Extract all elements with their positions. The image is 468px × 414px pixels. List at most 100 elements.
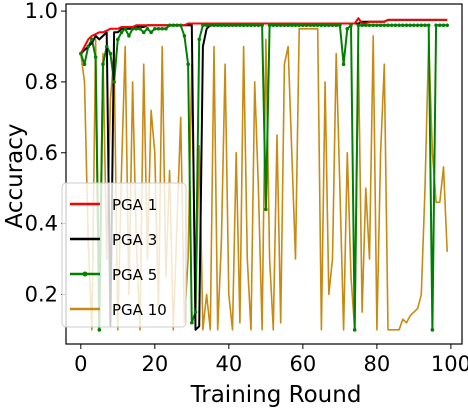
- series-point-pga-5: [423, 23, 427, 28]
- series-point-pga-5: [293, 23, 298, 28]
- series-point-pga-5: [319, 23, 324, 28]
- series-point-pga-5: [278, 23, 283, 28]
- series-point-pga-5: [275, 23, 279, 28]
- series-point-pga-5: [330, 23, 335, 28]
- plot-frame: [65, 3, 463, 345]
- series-point-pga-5: [167, 23, 172, 28]
- series-point-pga-5: [127, 34, 131, 38]
- legend-marker: [82, 271, 88, 277]
- series-point-pga-5: [386, 23, 390, 28]
- series-point-pga-5: [419, 23, 424, 28]
- series-point-pga-5: [397, 23, 401, 28]
- y-tick-label: 1.0: [25, 0, 58, 23]
- legend-label: PGA 5: [112, 266, 157, 284]
- x-axis-ticks: 0 20 40 60 80 100: [74, 344, 468, 376]
- series-point-pga-5: [149, 30, 153, 35]
- series-point-pga-5: [267, 23, 272, 28]
- series-point-pga-5: [104, 44, 109, 49]
- series-point-pga-5: [241, 23, 246, 28]
- series-point-pga-5: [308, 23, 313, 28]
- series-point-pga-5: [86, 44, 91, 49]
- x-tick-label: 80: [364, 352, 391, 376]
- series-point-pga-5: [171, 23, 176, 28]
- series-point-pga-5: [260, 23, 264, 28]
- y-tick-label: 0.6: [25, 141, 58, 165]
- series-point-pga-5: [193, 310, 198, 314]
- y-tick-label: 0.2: [25, 282, 58, 306]
- series-point-pga-5: [349, 23, 353, 28]
- series-point-pga-5: [441, 23, 446, 28]
- series-point-pga-5: [371, 23, 375, 28]
- series-point-pga-5: [400, 23, 405, 28]
- series-point-pga-5: [230, 23, 235, 28]
- series-point-pga-5: [145, 26, 150, 31]
- series-point-pga-5: [393, 23, 398, 28]
- series-point-pga-5: [186, 62, 190, 67]
- series-point-pga-5: [312, 23, 316, 28]
- series-point-pga-5: [363, 23, 368, 28]
- series-point-pga-5: [227, 23, 231, 28]
- series-line-pga-5: [79, 24, 448, 331]
- series-point-pga-5: [252, 23, 257, 28]
- series-point-pga-5: [108, 51, 113, 56]
- series-point-pga-5: [175, 23, 179, 28]
- y-tick-label: 0.4: [25, 212, 58, 236]
- series-markers: [79, 23, 449, 332]
- series-point-pga-5: [90, 37, 94, 42]
- series-point-pga-5: [82, 62, 87, 67]
- series-point-pga-5: [219, 23, 224, 28]
- x-axis-label: Training Round: [190, 382, 362, 408]
- series-point-pga-5: [201, 23, 205, 28]
- x-tick-label: 40: [215, 352, 242, 376]
- series-point-pga-5: [245, 23, 250, 28]
- series-point-pga-5: [341, 62, 346, 67]
- series-point-pga-5: [315, 23, 320, 28]
- series-point-pga-5: [345, 26, 350, 31]
- series-point-pga-5: [289, 23, 294, 28]
- series-point-pga-5: [156, 26, 161, 31]
- x-tick-label: 60: [289, 352, 316, 376]
- y-axis-ticks: 0.2 0.4 0.6 0.8 1.0: [25, 0, 66, 306]
- series-point-pga-5: [338, 23, 342, 28]
- y-tick-label: 0.8: [25, 70, 58, 94]
- series-point-pga-5: [326, 23, 331, 28]
- series-point-pga-5: [112, 80, 116, 84]
- series-point-pga-5: [212, 23, 216, 28]
- series-point-pga-5: [238, 23, 242, 28]
- series-point-pga-5: [378, 23, 383, 28]
- legend-label: PGA 1: [112, 196, 157, 214]
- series-point-pga-5: [352, 328, 357, 332]
- series-point-pga-5: [130, 26, 135, 31]
- series-point-pga-5: [375, 23, 379, 28]
- series-point-pga-5: [297, 23, 301, 28]
- series-point-pga-5: [79, 51, 83, 56]
- series-point-pga-5: [382, 23, 387, 28]
- series-point-pga-5: [116, 37, 120, 42]
- series-point-pga-5: [178, 23, 183, 28]
- series-line-pga-1: [79, 17, 448, 55]
- series-point-pga-5: [426, 23, 431, 28]
- series-point-pga-5: [282, 23, 287, 28]
- series-point-pga-5: [360, 23, 364, 28]
- series-point-pga-5: [334, 23, 338, 28]
- series-point-pga-5: [141, 30, 146, 35]
- legend-label: PGA 10: [112, 301, 167, 319]
- series-point-pga-5: [256, 23, 261, 28]
- series-point-pga-5: [138, 26, 142, 31]
- series-point-pga-5: [408, 23, 412, 28]
- series-point-pga-5: [249, 23, 253, 28]
- series-point-pga-5: [356, 23, 361, 28]
- series-point-pga-5: [367, 23, 372, 28]
- series-point-pga-5: [445, 23, 449, 28]
- series-point-pga-5: [182, 34, 187, 38]
- series-point-pga-5: [404, 23, 409, 28]
- series-point-pga-5: [434, 23, 438, 28]
- legend-label: PGA 3: [112, 231, 157, 249]
- series-point-pga-5: [264, 207, 268, 212]
- x-tick-label: 0: [74, 352, 87, 376]
- y-axis-label: Accuracy: [2, 123, 28, 228]
- series-point-pga-5: [123, 26, 128, 31]
- legend-box: [61, 182, 187, 328]
- x-tick-label: 100: [431, 352, 468, 376]
- series-point-pga-5: [134, 26, 139, 31]
